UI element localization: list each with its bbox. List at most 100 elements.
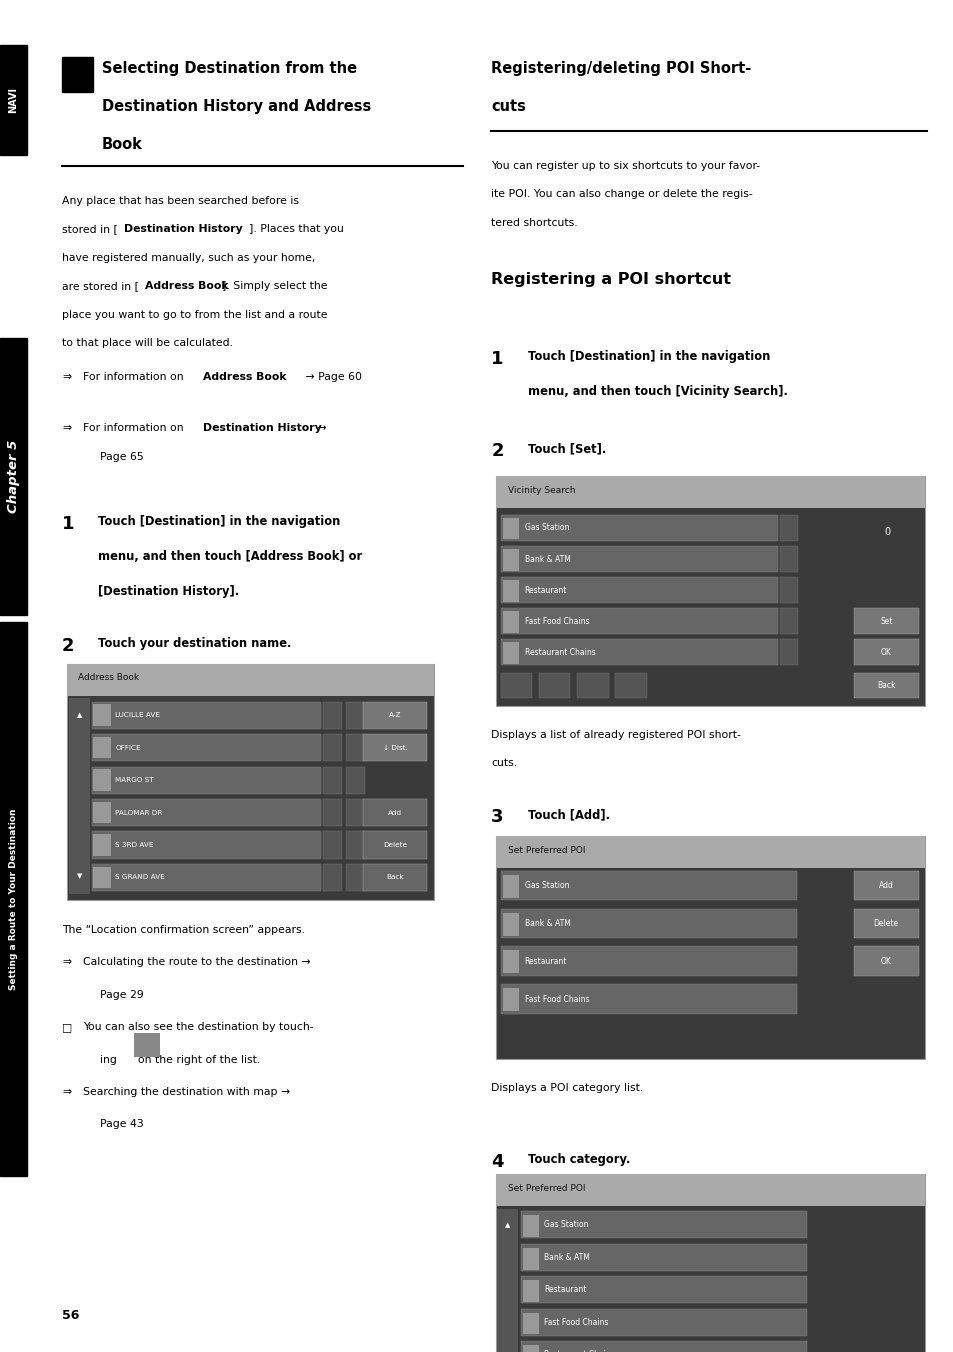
Text: Set Preferred POI: Set Preferred POI bbox=[507, 1184, 584, 1192]
Text: have registered manually, such as your home,: have registered manually, such as your h… bbox=[62, 253, 315, 262]
Text: Any place that has been searched before is: Any place that has been searched before … bbox=[62, 196, 298, 206]
Text: NAVI: NAVI bbox=[9, 87, 18, 114]
Bar bbox=[520, 1244, 806, 1271]
Text: Address Book: Address Book bbox=[145, 281, 229, 291]
Text: OK: OK bbox=[880, 957, 891, 965]
Bar bbox=[500, 608, 777, 634]
Point bbox=[921, 123, 932, 139]
Text: Book: Book bbox=[102, 137, 143, 151]
Bar bbox=[362, 734, 427, 761]
Bar bbox=[502, 518, 518, 539]
Bar bbox=[93, 834, 111, 856]
Bar bbox=[500, 546, 777, 572]
Bar bbox=[93, 704, 111, 726]
Bar bbox=[496, 476, 924, 706]
Text: S 3RD AVE: S 3RD AVE bbox=[115, 842, 153, 848]
Text: 4: 4 bbox=[491, 1153, 503, 1171]
Bar bbox=[780, 608, 798, 634]
Text: 1: 1 bbox=[62, 515, 74, 533]
Bar bbox=[67, 664, 434, 696]
Bar bbox=[346, 831, 365, 859]
Bar bbox=[496, 836, 924, 1059]
Text: are stored in [: are stored in [ bbox=[62, 281, 139, 291]
Bar bbox=[91, 702, 320, 729]
Text: S GRAND AVE: S GRAND AVE bbox=[115, 875, 165, 880]
Point bbox=[56, 158, 68, 174]
Bar bbox=[502, 549, 518, 571]
Bar bbox=[500, 909, 796, 938]
Text: Fast Food Chains: Fast Food Chains bbox=[543, 1318, 608, 1326]
Text: Gas Station: Gas Station bbox=[524, 523, 569, 533]
Text: 56: 56 bbox=[62, 1309, 79, 1322]
Bar bbox=[853, 673, 918, 698]
Bar bbox=[0, 338, 27, 615]
Text: Calculating the route to the destination →: Calculating the route to the destination… bbox=[83, 957, 311, 967]
Bar bbox=[500, 984, 796, 1014]
Text: Address Book: Address Book bbox=[78, 673, 139, 681]
Bar bbox=[502, 580, 518, 602]
Text: [Destination History].: [Destination History]. bbox=[98, 585, 239, 599]
Bar bbox=[67, 664, 434, 900]
Text: Touch [Destination] in the navigation: Touch [Destination] in the navigation bbox=[527, 350, 769, 364]
Text: ing      on the right of the list.: ing on the right of the list. bbox=[100, 1055, 260, 1064]
Text: Touch category.: Touch category. bbox=[527, 1153, 629, 1167]
Text: Touch your destination name.: Touch your destination name. bbox=[98, 637, 292, 650]
Text: ]. Places that you: ]. Places that you bbox=[249, 224, 343, 234]
Text: ⇒: ⇒ bbox=[62, 957, 71, 967]
Text: Back: Back bbox=[876, 681, 895, 690]
Text: You can register up to six shortcuts to your favor-: You can register up to six shortcuts to … bbox=[491, 161, 760, 170]
Bar bbox=[538, 673, 570, 698]
Text: Bank & ATM: Bank & ATM bbox=[524, 919, 570, 927]
Text: ⇒: ⇒ bbox=[62, 1087, 71, 1096]
Bar bbox=[323, 799, 342, 826]
Point bbox=[485, 123, 497, 139]
Bar bbox=[853, 639, 918, 665]
Text: Destination History: Destination History bbox=[124, 224, 242, 234]
Text: Destination History and Address: Destination History and Address bbox=[102, 99, 371, 114]
Text: ▼: ▼ bbox=[76, 873, 82, 879]
Bar bbox=[62, 57, 92, 92]
Bar bbox=[323, 864, 342, 891]
Text: cuts.: cuts. bbox=[491, 758, 517, 768]
Text: ⇒: ⇒ bbox=[62, 372, 71, 381]
Bar bbox=[91, 767, 320, 794]
Bar bbox=[93, 802, 111, 823]
Text: Fast Food Chains: Fast Food Chains bbox=[524, 617, 589, 626]
Text: OK: OK bbox=[880, 648, 891, 657]
Bar bbox=[496, 1174, 924, 1352]
Text: PALOMAR DR: PALOMAR DR bbox=[115, 810, 163, 815]
Text: Restaurant: Restaurant bbox=[524, 957, 566, 965]
Text: Delete: Delete bbox=[873, 919, 898, 927]
Text: Vicinity Search: Vicinity Search bbox=[507, 487, 575, 495]
Text: 2: 2 bbox=[491, 442, 503, 460]
Bar bbox=[496, 836, 924, 868]
Text: Touch [Add].: Touch [Add]. bbox=[527, 808, 609, 822]
Text: menu, and then touch [Vicinity Search].: menu, and then touch [Vicinity Search]. bbox=[527, 385, 786, 399]
Text: Chapter 5: Chapter 5 bbox=[7, 439, 20, 514]
Bar bbox=[520, 1211, 806, 1238]
Bar bbox=[362, 799, 427, 826]
Text: Restaurant: Restaurant bbox=[543, 1286, 585, 1294]
Bar bbox=[91, 734, 320, 761]
Text: For information on: For information on bbox=[83, 372, 187, 381]
Bar bbox=[93, 867, 111, 888]
Bar bbox=[500, 871, 796, 900]
Text: Selecting Destination from the: Selecting Destination from the bbox=[102, 61, 356, 76]
Text: For information on: For information on bbox=[83, 423, 187, 433]
Bar bbox=[496, 476, 924, 508]
Text: Displays a POI category list.: Displays a POI category list. bbox=[491, 1083, 643, 1092]
Bar bbox=[500, 673, 532, 698]
Bar bbox=[500, 639, 777, 665]
Text: ▲: ▲ bbox=[76, 713, 82, 718]
Bar bbox=[853, 909, 918, 938]
Bar bbox=[91, 831, 320, 859]
Text: Fast Food Chains: Fast Food Chains bbox=[524, 995, 589, 1003]
Text: Page 43: Page 43 bbox=[100, 1119, 144, 1129]
Text: to that place will be calculated.: to that place will be calculated. bbox=[62, 338, 233, 347]
Text: 0: 0 bbox=[883, 527, 889, 537]
Text: ite POI. You can also change or delete the regis-: ite POI. You can also change or delete t… bbox=[491, 189, 752, 199]
Bar bbox=[522, 1280, 538, 1302]
Text: Add: Add bbox=[388, 810, 401, 815]
Bar bbox=[497, 1209, 517, 1352]
Bar bbox=[520, 1309, 806, 1336]
